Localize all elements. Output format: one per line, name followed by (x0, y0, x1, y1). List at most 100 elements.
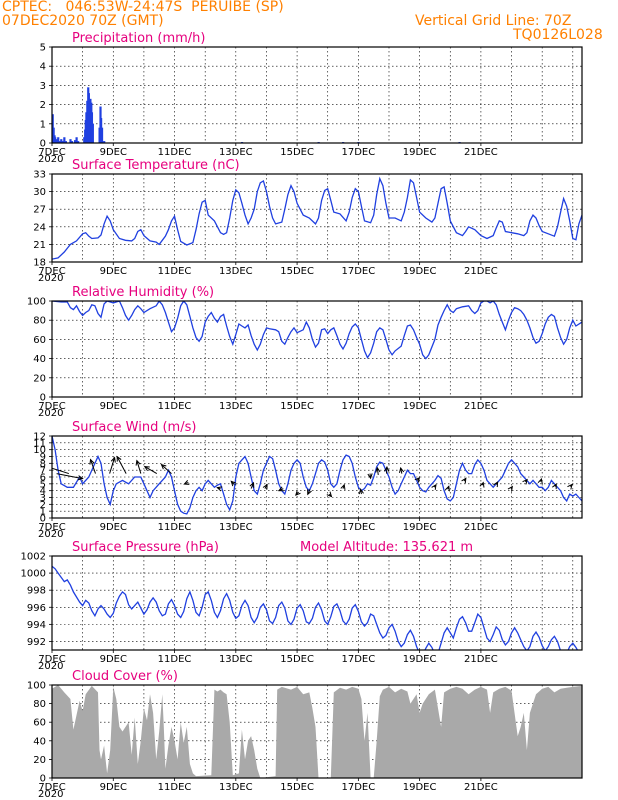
series-line (52, 176, 582, 260)
y-tick-label: 40 (33, 736, 46, 747)
y-tick-label: 8 (40, 459, 46, 470)
wind-arrowhead (398, 466, 405, 473)
x-tick-label: 15DEC (280, 401, 314, 412)
plot-area (52, 87, 461, 143)
wind-arrowhead (230, 480, 237, 487)
x-tick-label: 13DEC (219, 266, 253, 277)
y-tick-label: 0 (40, 139, 46, 150)
cloud-area (52, 685, 582, 778)
x-tick-label: 13DEC (219, 782, 253, 793)
wind-arrowhead (551, 483, 557, 490)
y-tick-label: 27 (33, 205, 46, 216)
precip-bar (61, 141, 64, 143)
wind-arrowhead (183, 480, 190, 485)
panel-frame (51, 300, 583, 398)
wind-vector (52, 467, 70, 475)
x-tick-label: 11DEC (158, 522, 192, 533)
y-tick-label: 1 (40, 507, 46, 518)
x-tick-label: 7DEC (38, 522, 65, 533)
y-tick-label: 21 (33, 240, 46, 251)
y-tick-label: 3 (40, 493, 46, 504)
wind-arrowhead (135, 459, 141, 466)
panel-title: Surface Temperature (nC) (72, 158, 240, 173)
y-tick-label: 20 (33, 373, 46, 384)
y-tick-label: 1 (40, 119, 46, 130)
y-tick-label: 1000 (21, 569, 46, 580)
precip-bar (55, 139, 58, 143)
panel-frame (51, 555, 583, 651)
x-tick-label: 9DEC (100, 522, 127, 533)
x-tick-label: 11DEC (158, 654, 192, 665)
x-tick-label: 21DEC (464, 147, 498, 158)
y-tick-label: 996 (27, 603, 46, 614)
x-tick-label: 17DEC (341, 522, 375, 533)
x-tick-label: 21DEC (464, 522, 498, 533)
y-tick-label: 2 (40, 500, 46, 511)
wind-arrowhead (249, 481, 255, 488)
panel-frame (51, 46, 583, 144)
plot-area (47, 436, 582, 515)
panel-2: 18 21 24 27 30 33 7DEC 9DEC 11DEC 13DEC 15DEC 17DEC… (33, 158, 583, 284)
x-tick-label: 19DEC (403, 782, 437, 793)
wind-arrowhead (116, 455, 122, 462)
series-line (52, 436, 582, 515)
precip-bar (60, 139, 63, 143)
y-tick-label: 80 (33, 316, 46, 327)
precip-bar (58, 141, 61, 143)
panel-title: Cloud Cover (%) (72, 669, 178, 684)
x-tick-label: 7DEC (38, 266, 65, 277)
y-tick-label: 7 (40, 466, 46, 477)
x-tick-label: 9DEC (100, 654, 127, 665)
y-tick-label: 5 (40, 43, 46, 54)
wind-vector (56, 473, 83, 480)
precip-bar (70, 141, 74, 143)
x-tick-label: 19DEC (403, 401, 437, 412)
wind-arrowhead (262, 483, 268, 490)
plot-area (52, 565, 579, 650)
plot-area (52, 176, 582, 260)
precip-bar (69, 139, 72, 143)
precip-bar (64, 141, 67, 143)
y-tick-label: 0 (40, 514, 46, 525)
x-tick-label: 9DEC (100, 401, 127, 412)
x-tick-label: 17DEC (341, 266, 375, 277)
x-tick-label: 15DEC (280, 266, 314, 277)
y-tick-label: 4 (40, 62, 46, 73)
x-tick-label: 19DEC (403, 654, 437, 665)
wind-arrowhead (522, 478, 528, 485)
x-tick-label: 15DEC (280, 522, 314, 533)
wind-arrowhead (110, 456, 116, 463)
wind-arrowhead (507, 485, 513, 492)
wind-arrowhead (47, 466, 52, 470)
wind-vector (161, 464, 172, 474)
precip-bar (100, 127, 104, 143)
y-tick-label: 30 (33, 187, 46, 198)
wind-arrowhead (358, 488, 364, 495)
wind-arrowhead (216, 486, 223, 492)
y-tick-label: 100 (27, 681, 46, 692)
panel-5: 992 994 996 998 1000 1002 7DEC 9DEC 11DEC 13DEC 15… (21, 540, 583, 672)
wind-arrowhead (77, 475, 84, 481)
panel-frame (51, 435, 583, 519)
x-tick-label: 7DEC (38, 782, 65, 793)
y-tick-label: 3 (40, 81, 46, 92)
x-tick-label: 13DEC (219, 401, 253, 412)
wind-arrowhead (326, 491, 333, 498)
y-tick-label: 5 (40, 479, 46, 490)
x-tick-label: 21DEC (464, 654, 498, 665)
wind-arrowhead (567, 483, 573, 490)
plot-area (52, 685, 582, 778)
panel-title: Relative Humidity (%) (72, 285, 214, 300)
y-tick-label: 9 (40, 452, 46, 463)
wind-arrowhead (160, 463, 167, 470)
y-tick-label: 0 (40, 774, 46, 785)
x-tick-label: 7DEC (38, 654, 65, 665)
x-tick-label: 19DEC (403, 147, 437, 158)
wind-vector (109, 457, 116, 474)
wind-arrowhead (414, 476, 421, 483)
wind-arrowhead (340, 483, 346, 490)
y-tick-label: 998 (27, 586, 46, 597)
precip-bar (75, 137, 78, 143)
wind-arrowhead (277, 486, 284, 492)
